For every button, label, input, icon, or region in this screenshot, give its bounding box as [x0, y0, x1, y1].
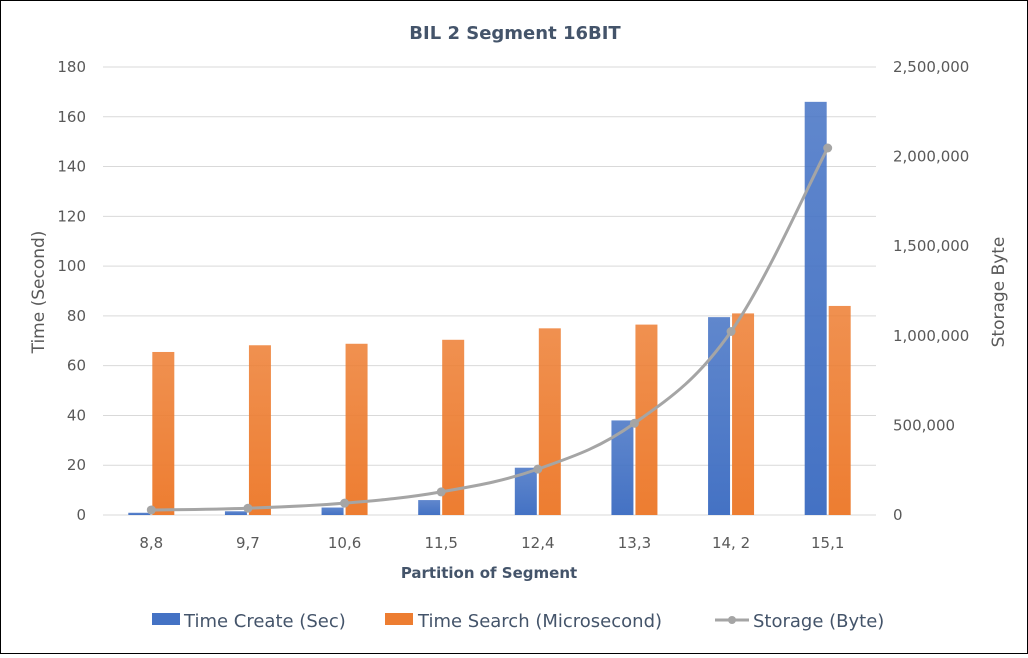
storage-line-path — [151, 147, 830, 512]
y-tick-label: 60 — [67, 357, 86, 375]
y-tick-label: 0 — [76, 506, 86, 524]
legend-label-storage: Storage (Byte) — [753, 611, 884, 632]
y-tick-label: 120 — [57, 207, 86, 225]
storage-point — [243, 503, 253, 513]
chart-title: BIL 2 Segment 16BIT — [409, 23, 621, 44]
x-axis-ticks: 8,8 9,7 10,6 11,5 12,4 13,3 14, 2 15,1 — [139, 534, 844, 552]
bar-time-search — [635, 324, 658, 515]
y2-axis-title: Storage Byte — [989, 237, 1009, 348]
y2-tick-label: 500,000 — [893, 416, 955, 434]
y-tick-label: 160 — [57, 108, 86, 126]
storage-point — [823, 143, 833, 153]
storage-line — [146, 143, 833, 515]
y-tick-label: 40 — [67, 406, 86, 424]
bar-time-create — [418, 500, 441, 515]
x-tick-label: 9,7 — [236, 534, 260, 552]
storage-point — [629, 418, 639, 428]
x-tick-label: 14, 2 — [712, 534, 750, 552]
bars — [128, 101, 851, 515]
bar-time-search — [152, 351, 175, 515]
storage-point — [533, 464, 543, 474]
y2-tick-label: 2,500,000 — [893, 58, 969, 76]
legend-label-time-create: Time Create (Sec) — [183, 611, 346, 632]
x-tick-label: 11,5 — [424, 534, 457, 552]
bar-time-create — [224, 511, 247, 515]
y2-axis-ticks: 0 500,000 1,000,000 1,500,000 2,000,000 2,500… — [893, 58, 969, 524]
x-tick-label: 10,6 — [328, 534, 361, 552]
storage-point — [340, 498, 350, 508]
bar-time-create — [804, 101, 827, 515]
gridlines — [103, 66, 876, 516]
bar-time-create — [708, 317, 731, 515]
bar-time-create — [611, 420, 634, 515]
bar-time-search — [732, 313, 755, 515]
y2-tick-label: 1,500,000 — [893, 237, 969, 255]
x-tick-label: 13,3 — [618, 534, 651, 552]
legend-swatch-time-search — [385, 613, 413, 625]
x-tick-label: 12,4 — [521, 534, 554, 552]
legend-swatch-storage-marker — [728, 616, 736, 624]
storage-point — [436, 487, 446, 497]
bar-time-search — [345, 343, 368, 515]
bar-time-create — [514, 467, 537, 515]
y2-tick-label: 1,000,000 — [893, 327, 969, 345]
y2-tick-label: 2,000,000 — [893, 148, 969, 166]
y-tick-label: 20 — [67, 456, 86, 474]
y2-tick-label: 0 — [893, 506, 903, 524]
y-tick-label: 140 — [57, 158, 86, 176]
bar-time-search — [248, 345, 271, 515]
y-tick-label: 180 — [57, 58, 86, 76]
bar-time-create — [128, 512, 151, 515]
x-tick-label: 15,1 — [811, 534, 844, 552]
y-tick-label: 100 — [57, 257, 86, 275]
storage-point — [146, 505, 156, 515]
bar-time-create — [321, 507, 344, 515]
x-axis-title: Partition of Segment — [401, 564, 577, 582]
bar-time-search — [442, 339, 465, 515]
x-tick-label: 8,8 — [139, 534, 163, 552]
y-tick-label: 80 — [67, 307, 86, 325]
bar-time-search — [538, 328, 561, 515]
storage-point — [726, 326, 736, 336]
y-axis-title: Time (Second) — [29, 231, 49, 355]
legend-swatch-time-create — [152, 613, 180, 625]
y-axis-ticks: 0 20 40 60 80 100 120 140 160 180 — [57, 58, 86, 524]
bar-time-search — [828, 305, 851, 515]
legend: Time Create (Sec) Time Search (Microseco… — [152, 611, 884, 632]
legend-label-time-search: Time Search (Microsecond) — [417, 611, 662, 632]
